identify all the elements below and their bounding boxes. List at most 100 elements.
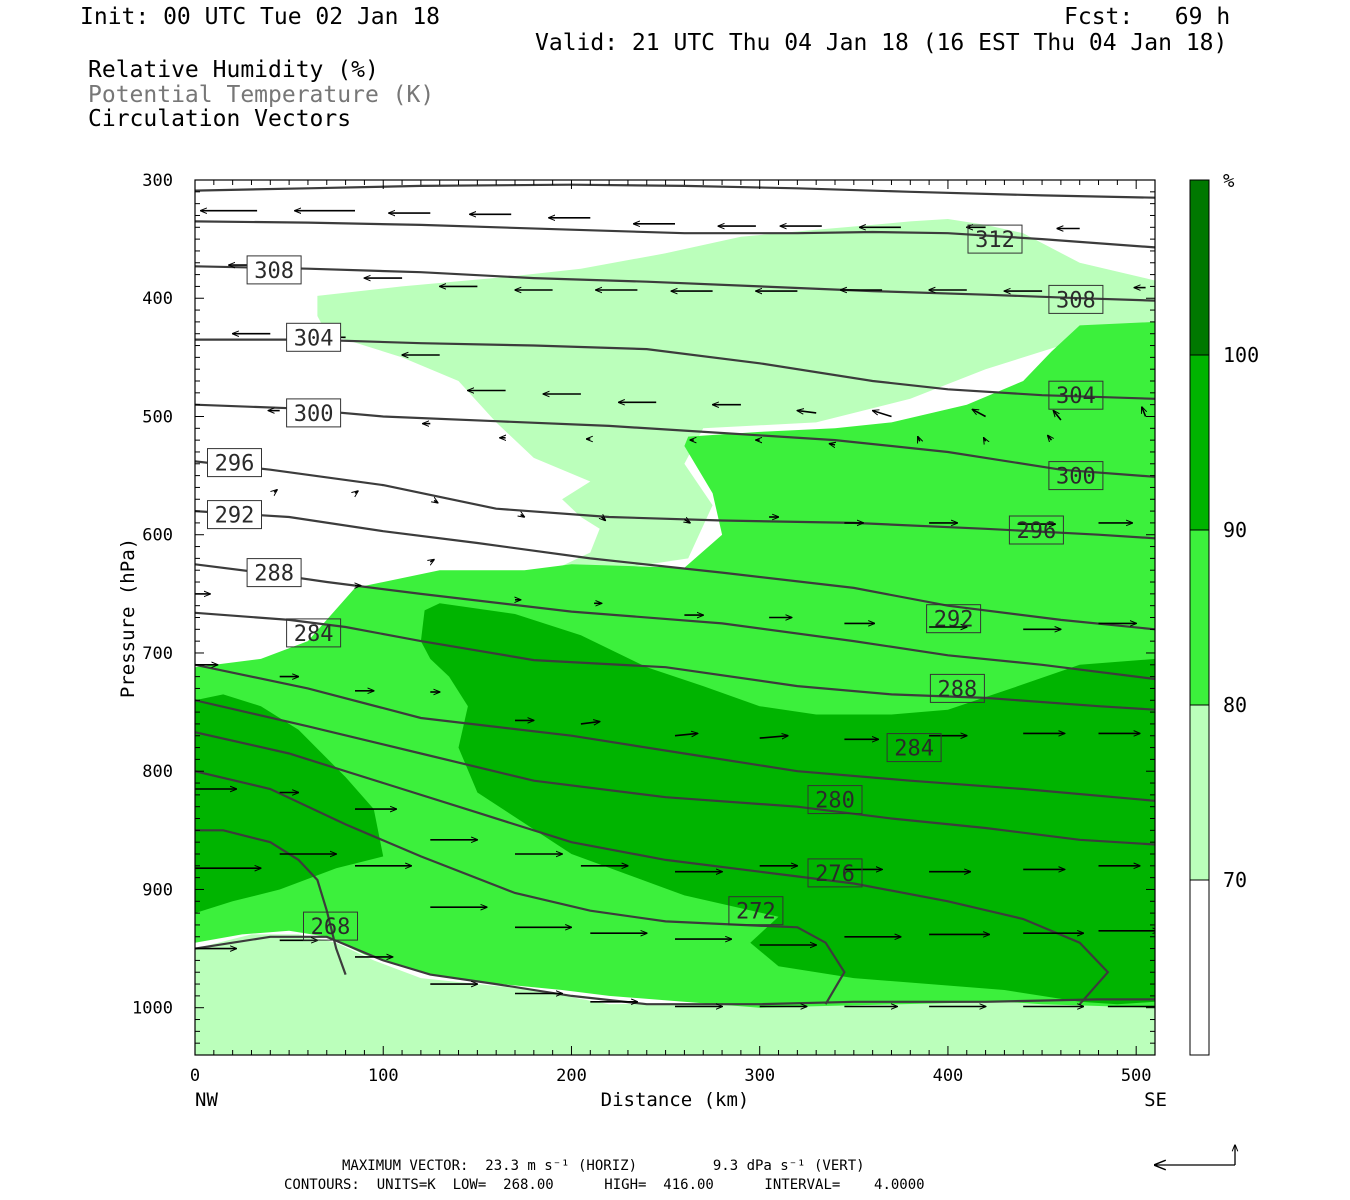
circulation-vector (873, 411, 892, 418)
contour-note: CONTOURS: UNITS=K LOW= 268.00 HIGH= 416.… (284, 1177, 925, 1193)
isentrope-label: 284 (894, 737, 934, 762)
isentrope-label-box (1048, 461, 1104, 491)
y-tick-label: 900 (142, 880, 173, 900)
field-vectors-title: Circulation Vectors (88, 106, 352, 132)
circulation-vector (430, 560, 434, 562)
circulation-vector (984, 438, 986, 442)
circulation-vector (829, 444, 835, 445)
isentrope-280-4 (195, 699, 1155, 846)
colorbar-swatch (1189, 879, 1210, 1056)
circulation-vector (602, 517, 606, 521)
isentrope-label: 292 (215, 504, 255, 529)
x-tick-label: 100 (368, 1066, 399, 1086)
x-tick-label: 300 (744, 1066, 775, 1086)
y-tick-label: 600 (142, 526, 173, 546)
isentrope-label: 280 (815, 789, 855, 814)
circulation-vector (580, 722, 600, 724)
colorbar-swatch (1189, 529, 1210, 706)
x-tick-label: 0 (190, 1066, 200, 1086)
circulation-vector (674, 733, 698, 735)
isentrope-label: 304 (294, 326, 334, 351)
isentrope-label-box (1048, 380, 1104, 410)
circulation-vector (797, 411, 817, 413)
circulation-vector (1053, 411, 1062, 421)
isentrope-label: 292 (934, 608, 974, 633)
isentrope-label: 300 (1056, 465, 1096, 490)
axes: 0 100 200 300 400 500 300 400 500 600 700 800 900 100… (132, 171, 1156, 1086)
isentrope-label-box (967, 224, 1023, 254)
isentrope-label: 288 (254, 562, 294, 587)
isentrope-292-8 (195, 510, 1155, 631)
field-rh-title: Relative Humidity (%) (88, 57, 379, 83)
rh-region-90-100-2 (195, 694, 384, 914)
isentrope-label-box (207, 500, 262, 530)
colorbar-level-label: 100 (1223, 343, 1259, 367)
circulation-vector (1142, 407, 1146, 417)
isentrope-label-box (207, 448, 262, 478)
isentrope-268-0 (195, 935, 1155, 1006)
circulation-vector (434, 500, 438, 502)
circulation-vector-layer (195, 211, 1155, 1007)
isentrope-label-box (286, 398, 342, 428)
reference-arrow (1155, 1145, 1235, 1165)
circulation-vector (521, 515, 525, 517)
isentrope-label-box (303, 911, 358, 941)
isentrope-label-box (246, 255, 302, 285)
rh-fill-layer (195, 219, 1155, 1055)
isentrope-272-2 (195, 770, 846, 1005)
isentrope-layer (195, 183, 1155, 1006)
colorbar-level-label: 70 (1223, 868, 1247, 892)
isentrope-label: 296 (215, 452, 255, 477)
rh-region-70-80-0 (195, 219, 1155, 1055)
x-axis-label: Distance (km) (601, 1089, 750, 1111)
isentrope-284-6 (195, 611, 1155, 711)
colorbar-unit: % (1223, 170, 1235, 192)
isentrope-308-12 (195, 265, 1155, 302)
isentrope-label-box (286, 322, 342, 352)
isentrope-284-5 (195, 663, 1155, 802)
forecast-hour: Fcst: 69 h (1064, 4, 1231, 30)
isentrope-label-box (807, 858, 863, 888)
isentrope-label: 312 (975, 228, 1015, 253)
circulation-vector (972, 409, 986, 418)
y-tick-label: 400 (142, 289, 173, 309)
isentrope-label: 308 (1056, 288, 1096, 313)
isentrope-label: 296 (1017, 519, 1057, 544)
y-tick-label: 500 (142, 407, 173, 427)
isentrope-312-13 (195, 220, 1155, 249)
isentrope-label: 272 (736, 900, 776, 925)
isentrope-label-box (286, 618, 342, 648)
colorbar-swatch (1189, 179, 1210, 356)
x-tick-label: 400 (933, 1066, 964, 1086)
isentrope-label: 288 (938, 677, 978, 702)
colorbar-level-label: 80 (1223, 693, 1247, 717)
isentrope-label-box (246, 558, 302, 588)
isentrope-label: 300 (294, 402, 334, 427)
y-axis-label: Pressure (hPa) (117, 538, 139, 698)
isentrope-label: 304 (1056, 384, 1096, 409)
circulation-vector (355, 491, 358, 493)
circulation-vector (684, 519, 690, 523)
valid-time: Valid: 21 UTC Thu 04 Jan 18 (16 EST Thu … (535, 30, 1228, 56)
isentrope-label: 276 (815, 862, 855, 887)
colorbar-swatch (1189, 704, 1210, 881)
isentrope-label-box (929, 673, 985, 703)
circulation-vector (274, 490, 277, 492)
isentrope-label-box (807, 785, 863, 815)
isentrope-label: 284 (294, 622, 334, 647)
isentrope-label: 268 (311, 915, 351, 940)
isentrope-label-box (886, 733, 942, 763)
x-tick-label: 500 (1121, 1066, 1152, 1086)
colorbar-level-label: 90 (1223, 518, 1247, 542)
field-theta-title: Potential Temperature (K) (88, 82, 435, 108)
max-vector-note: MAXIMUM VECTOR: 23.3 m s⁻¹ (HORIZ) 9.3 d… (342, 1158, 865, 1174)
isentrope-304-11 (195, 338, 1155, 400)
isentrope-276-3 (195, 731, 1110, 1005)
init-time: Init: 00 UTC Tue 02 Jan 18 (80, 4, 441, 30)
isentrope-label: 308 (254, 259, 294, 284)
circulation-vector (918, 437, 920, 442)
colorbar-swatch (1189, 354, 1210, 531)
right-endpoint-label: SE (1144, 1089, 1167, 1111)
y-tick-label: 1000 (132, 999, 173, 1019)
